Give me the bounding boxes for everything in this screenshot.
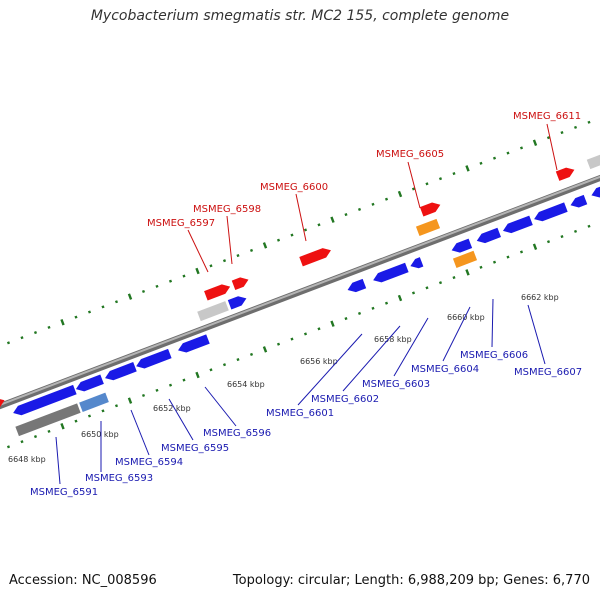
gene-label-msmeg-6595[interactable]: MSMEG_6595 xyxy=(161,398,229,454)
lower-tick-track xyxy=(6,224,591,449)
gene-label-msmeg-6611[interactable]: MSMEG_6611 xyxy=(513,111,581,171)
map-title: Mycobacterium smegmatis str. MC2 155, co… xyxy=(90,8,510,24)
svg-text:MSMEG_6597: MSMEG_6597 xyxy=(147,218,215,229)
svg-text:MSMEG_6598: MSMEG_6598 xyxy=(193,204,261,215)
gene-reverse-12[interactable] xyxy=(570,194,588,208)
gene-reverse-6[interactable] xyxy=(373,262,409,283)
gene-reverse-10[interactable] xyxy=(502,215,533,234)
gene-msmeg-6605[interactable] xyxy=(419,202,441,217)
svg-text:MSMEG_6604: MSMEG_6604 xyxy=(411,364,479,375)
gene-msmeg-6591-gray[interactable] xyxy=(15,403,81,437)
gene-reverse-7[interactable] xyxy=(410,257,424,269)
gene-label-msmeg-6606[interactable]: MSMEG_6606 xyxy=(460,298,528,361)
gene-label-msmeg-6596[interactable]: MSMEG_6596 xyxy=(203,386,271,439)
svg-text:MSMEG_6593: MSMEG_6593 xyxy=(85,473,153,484)
gene-gray-edge[interactable] xyxy=(586,154,600,170)
gene-label-msmeg-6593[interactable]: MSMEG_6593 xyxy=(85,421,153,484)
accession-text: Accession: NC_008596 xyxy=(9,573,157,588)
kbp-label: 6662 kbp xyxy=(521,293,559,302)
kbp-label: 6654 kbp xyxy=(227,380,265,389)
kbp-label: 6652 kbp xyxy=(153,404,191,413)
svg-text:MSMEG_6595: MSMEG_6595 xyxy=(161,443,229,454)
gene-label-msmeg-6602[interactable]: MSMEG_6602 xyxy=(311,325,401,405)
gene-label-msmeg-6591[interactable]: MSMEG_6591 xyxy=(30,436,98,498)
gene-reverse-13[interactable] xyxy=(591,186,600,198)
gene-reverse-orange[interactable] xyxy=(452,250,478,268)
svg-text:MSMEG_6606: MSMEG_6606 xyxy=(460,350,528,361)
gene-reverse-3[interactable] xyxy=(136,348,172,369)
gene-label-msmeg-6604[interactable]: MSMEG_6604 xyxy=(411,306,479,375)
gene-left-edge[interactable] xyxy=(0,398,5,410)
gene-label-msmeg-6600[interactable]: MSMEG_6600 xyxy=(260,182,328,242)
svg-text:MSMEG_6596: MSMEG_6596 xyxy=(203,428,271,439)
gene-msmeg-6611[interactable] xyxy=(555,167,575,181)
kbp-label: 6656 kbp xyxy=(300,357,338,366)
svg-text:MSMEG_6591: MSMEG_6591 xyxy=(30,487,98,498)
gene-label-msmeg-6597[interactable]: MSMEG_6597 xyxy=(147,218,215,273)
gene-reverse-9[interactable] xyxy=(476,227,501,244)
gene-label-msmeg-6607[interactable]: MSMEG_6607 xyxy=(514,304,582,378)
gene-reverse-5[interactable] xyxy=(347,278,367,293)
kbp-label: 6648 kbp xyxy=(8,455,46,464)
gene-msmeg-6593-lightblue[interactable] xyxy=(79,392,109,412)
gene-label-msmeg-6603[interactable]: MSMEG_6603 xyxy=(362,317,430,390)
genome-backbone xyxy=(0,174,600,410)
gene-label-msmeg-6605[interactable]: MSMEG_6605 xyxy=(376,149,444,209)
svg-text:MSMEG_6607: MSMEG_6607 xyxy=(514,367,582,378)
gene-reverse-8[interactable] xyxy=(451,238,473,253)
gene-reverse-2[interactable] xyxy=(105,362,137,381)
gene-forward-red[interactable] xyxy=(204,284,231,301)
upper-tick-track xyxy=(6,120,591,345)
gene-label-msmeg-6594[interactable]: MSMEG_6594 xyxy=(115,409,183,468)
gene-forward-red[interactable] xyxy=(231,277,249,290)
gene-msmeg-6597[interactable] xyxy=(197,301,229,322)
gene-reverse-4[interactable] xyxy=(178,334,210,353)
topology-text: Topology: circular; Length: 6,988,209 bp… xyxy=(232,573,590,588)
kbp-label: 6658 kbp xyxy=(374,335,412,344)
gene-msmeg-6605-orange[interactable] xyxy=(415,218,441,236)
kbp-label: 6650 kbp xyxy=(81,430,119,439)
gene-reverse-0[interactable] xyxy=(13,384,77,416)
gene-msmeg-6600[interactable] xyxy=(299,248,331,267)
kbp-label: 6660 kbp xyxy=(447,313,485,322)
svg-text:MSMEG_6601: MSMEG_6601 xyxy=(266,408,334,419)
svg-text:MSMEG_6611: MSMEG_6611 xyxy=(513,111,581,122)
gene-reverse-1[interactable] xyxy=(75,374,104,392)
gene-label-msmeg-6598[interactable]: MSMEG_6598 xyxy=(193,204,261,265)
svg-text:MSMEG_6605: MSMEG_6605 xyxy=(376,149,444,160)
gene-reverse-11[interactable] xyxy=(534,202,568,222)
gene-msmeg-6598-pair[interactable] xyxy=(227,296,247,310)
gene-label-msmeg-6601[interactable]: MSMEG_6601 xyxy=(266,333,363,419)
svg-text:MSMEG_6603: MSMEG_6603 xyxy=(362,379,430,390)
svg-text:MSMEG_6602: MSMEG_6602 xyxy=(311,394,379,405)
svg-text:MSMEG_6594: MSMEG_6594 xyxy=(115,457,183,468)
svg-text:MSMEG_6600: MSMEG_6600 xyxy=(260,182,328,193)
